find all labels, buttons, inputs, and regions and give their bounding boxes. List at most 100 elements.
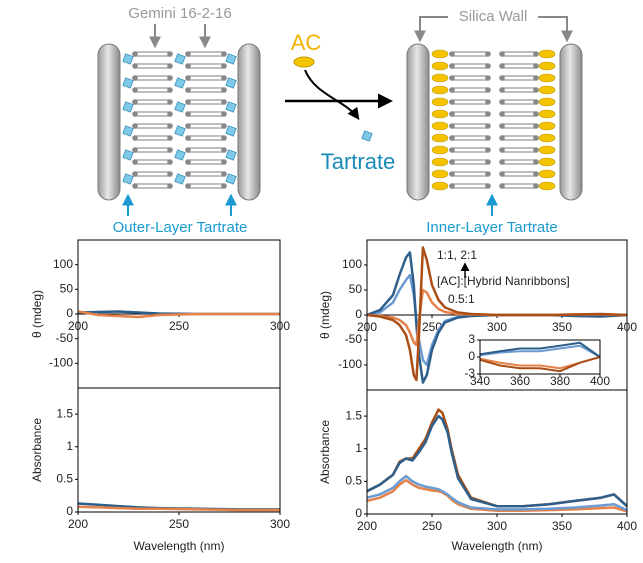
ac-molecule [431,97,449,107]
y-tick-label: 1 [355,441,362,455]
silica-wall [406,43,430,201]
y-tick-label: 0 [355,307,362,321]
surfactant-head [485,159,491,165]
ac-molecule [431,133,449,143]
surfactant-head [167,87,173,93]
y-axis-label: θ (mdeg) [30,290,44,338]
ac-molecule [538,157,556,167]
ac-molecule [538,109,556,119]
tartrate [225,77,237,89]
outer-layer-label: Outer-Layer Tartrate [113,219,248,236]
surfactant-head [485,111,491,117]
surfactant-head [449,147,455,153]
ac-molecule [538,169,556,179]
tartrate [225,173,237,185]
tartrate-label: Tartrate [321,149,396,174]
x-tick-label: 300 [270,517,290,531]
surfactant-head [499,99,505,105]
plot-frame [479,339,601,375]
tartrate [174,173,186,185]
annotation: [AC]:[Hybrid Nanribbons] [437,274,570,288]
surfactant-head [449,159,455,165]
plot-frame [77,387,281,513]
surfactant-head [499,171,505,177]
silica-wall-label: Silica Wall [459,8,528,25]
surfactant-head [221,159,227,165]
surfactant-head [185,87,191,93]
surfactant-head [533,87,539,93]
surfactant-head [485,51,491,57]
surfactant-head [449,99,455,105]
surfactant-head [185,75,191,81]
x-tick-label: 350 [552,320,572,334]
ac-molecule [538,73,556,83]
y-tick-label: 100 [53,257,73,271]
surfactant-head [485,75,491,81]
y-tick-label: 0 [66,306,73,320]
gemini-label: Gemini 16-2-16 [128,5,231,22]
tartrate [225,125,237,137]
surfactant-head [185,111,191,117]
surfactant-head [167,135,173,141]
y-tick-label: -50 [345,332,363,346]
ac-molecule [431,109,449,119]
surfactant-head [485,183,491,189]
surfactant-head [221,171,227,177]
ac-molecule [293,56,315,68]
tartrate [225,101,237,113]
tartrate [174,53,186,65]
surfactant-head [221,147,227,153]
ac-molecule [431,157,449,167]
ac-molecule [431,73,449,83]
surfactant-head [485,171,491,177]
surfactant-head [221,111,227,117]
surfactant-head [167,123,173,129]
y-tick-label: -100 [49,356,73,370]
y-tick-label: 3 [468,332,475,346]
ac-molecule [538,145,556,155]
data-line [367,414,627,508]
x-tick-label: 380 [550,374,570,388]
y-tick-label: 0 [355,506,362,520]
arrow [414,16,448,43]
surfactant-head [499,147,505,153]
surfactant-head [533,51,539,57]
y-tick-label: 1.5 [56,406,73,420]
data-line [367,474,627,512]
y-tick-label: 0.5 [56,472,73,486]
data-line [480,356,600,373]
surfactant-head [449,123,455,129]
surfactant-head [499,75,505,81]
y-tick-label: 50 [349,282,363,296]
surfactant-head [132,159,138,165]
tartrate [174,125,186,137]
ac-molecule [431,169,449,179]
ac-molecule [538,61,556,71]
surfactant-head [221,99,227,105]
plot-lines [367,408,627,513]
y-tick-label: 1 [66,439,73,453]
ac-molecule [538,121,556,131]
surfactant-head [132,99,138,105]
surfactant-head [167,183,173,189]
surfactant-head [132,183,138,189]
surfactant-head [449,87,455,93]
chart: 0 0.5 1 1.5 200 250 300 Absorbance Wavelength (n… [30,387,290,553]
surfactant-head [485,63,491,69]
surfactant-head [185,99,191,105]
ac-molecule [431,181,449,191]
data-line [78,505,280,512]
tartrate [174,77,186,89]
y-axis-label: Absorbance [30,418,44,482]
surfactant-head [449,183,455,189]
surfactant-head [485,99,491,105]
surfactant-head [499,51,505,57]
surfactant-head [499,135,505,141]
curved-arrow [304,69,360,120]
surfactant-head [533,159,539,165]
surfactant-head [533,111,539,117]
y-tick-label: -50 [56,331,74,345]
surfactant-head [132,87,138,93]
